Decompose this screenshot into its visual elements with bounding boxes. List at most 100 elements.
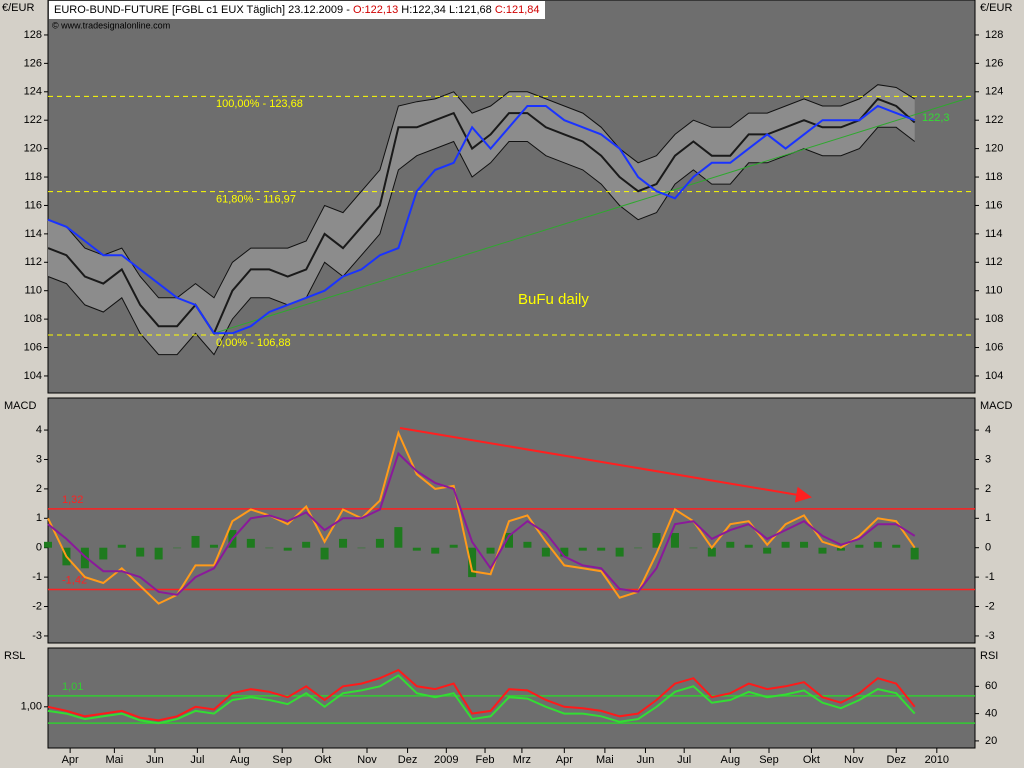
- histogram-bar: [449, 544, 458, 548]
- y-tick-label: 122: [985, 114, 1003, 126]
- x-tick-label: 2009: [434, 754, 458, 766]
- annotation: BuFu daily: [518, 291, 589, 308]
- series-line: [47, 668, 916, 722]
- series-line: [47, 674, 916, 725]
- trendline: [213, 96, 971, 334]
- x-tick-label: Apr: [62, 754, 79, 766]
- y-tick-label: 122: [24, 114, 42, 126]
- histogram-bar: [836, 547, 845, 551]
- x-tick-label: Sep: [759, 754, 779, 766]
- histogram-bar: [320, 547, 329, 560]
- series-line: [47, 97, 916, 336]
- y-tick-label: -3: [985, 630, 995, 642]
- y-tick-label: -2: [32, 600, 42, 612]
- y-tick-label: 1,00: [21, 701, 42, 713]
- title-part: EURO-BUND-FUTURE [FGBL c1 EUX Täglich] 2…: [54, 4, 353, 16]
- y-tick-label: 2: [985, 483, 991, 495]
- x-tick-label: Mrz: [513, 754, 531, 766]
- divergence-arrow: [399, 427, 812, 503]
- y-tick-label: 110: [985, 285, 1003, 297]
- x-tick-label: Jul: [190, 754, 204, 766]
- histogram-bar: [136, 547, 145, 557]
- series-line: [47, 104, 916, 335]
- chart-title: EURO-BUND-FUTURE [FGBL c1 EUX Täglich] 2…: [54, 4, 540, 16]
- band-area: [48, 84, 915, 355]
- y-tick-label: 112: [985, 256, 1003, 268]
- histogram-bar: [781, 541, 790, 548]
- y-tick-label: 116: [985, 199, 1003, 211]
- axis-label: RSL: [4, 650, 25, 662]
- x-tick-label: Jun: [637, 754, 655, 766]
- level-label: 0,00% - 106,88: [216, 337, 291, 349]
- histogram-bar: [523, 541, 532, 548]
- y-tick-label: 112: [24, 256, 42, 268]
- histogram-bar: [652, 533, 661, 548]
- y-tick-label: 106: [985, 341, 1003, 353]
- axis-label: MACD: [4, 400, 36, 412]
- histogram-bar: [99, 547, 108, 560]
- y-tick-label: 126: [985, 57, 1003, 69]
- y-tick-label: 114: [24, 228, 42, 240]
- histogram-bar: [80, 547, 89, 569]
- series-line: [47, 451, 916, 596]
- y-tick-label: 2: [36, 483, 42, 495]
- source: © www.tradesignalonline.com: [52, 20, 170, 30]
- y-tick-label: 128: [985, 29, 1003, 41]
- level-label: -1,42: [62, 574, 87, 586]
- y-tick-label: 118: [985, 171, 1003, 183]
- y-tick-label: 4: [36, 424, 42, 436]
- histogram-bar: [855, 544, 864, 548]
- histogram-bar: [339, 538, 348, 548]
- histogram-bar: [726, 541, 735, 548]
- axis-label: €/EUR: [2, 2, 34, 14]
- histogram-bar: [800, 541, 809, 548]
- x-tick-label: Apr: [556, 754, 573, 766]
- histogram-bar: [468, 547, 477, 578]
- histogram-bar: [265, 547, 274, 549]
- histogram-bar: [597, 547, 606, 551]
- level-label: 1,32: [62, 494, 83, 506]
- axis-label: RSI: [980, 650, 998, 662]
- histogram-bar: [560, 547, 569, 557]
- level-label: 100,00% - 123,68: [216, 98, 303, 110]
- y-tick-label: 124: [24, 86, 42, 98]
- y-tick-label: 128: [24, 29, 42, 41]
- x-tick-label: 2010: [925, 754, 949, 766]
- histogram-bar: [541, 547, 550, 557]
- x-tick-label: Mai: [596, 754, 614, 766]
- histogram-bar: [357, 547, 366, 549]
- histogram-bar: [375, 538, 384, 548]
- y2-tick-label: 40: [985, 708, 997, 720]
- histogram-bar: [117, 544, 126, 548]
- axis-label: MACD: [980, 400, 1012, 412]
- x-tick-label: Feb: [476, 754, 495, 766]
- y-tick-label: -3: [32, 630, 42, 642]
- y-tick-label: -1: [32, 571, 42, 583]
- x-tick-label: Dez: [886, 754, 906, 766]
- y-tick-label: 116: [24, 199, 42, 211]
- y-tick-label: 110: [24, 285, 42, 297]
- histogram-bar: [744, 544, 753, 548]
- y2-tick-label: 60: [985, 680, 997, 692]
- y-tick-label: 108: [24, 313, 42, 325]
- histogram-bar: [209, 544, 218, 548]
- y-tick-label: 4: [985, 424, 991, 436]
- histogram-bar: [431, 547, 440, 554]
- histogram-bar: [154, 547, 163, 560]
- band-lower: [47, 126, 916, 356]
- level-label: 1,01: [62, 681, 83, 693]
- histogram-bar: [302, 541, 311, 548]
- y2-tick-label: 20: [985, 735, 997, 747]
- y-tick-label: 126: [24, 57, 42, 69]
- y-tick-label: -2: [985, 600, 995, 612]
- y-tick-label: -1: [985, 571, 995, 583]
- y-tick-label: 118: [24, 171, 42, 183]
- histogram-bar: [173, 547, 182, 549]
- histogram-bar: [634, 547, 643, 549]
- x-tick-label: Jul: [677, 754, 691, 766]
- band-upper: [47, 84, 915, 299]
- histogram-bar: [191, 535, 200, 548]
- histogram-bar: [246, 538, 255, 548]
